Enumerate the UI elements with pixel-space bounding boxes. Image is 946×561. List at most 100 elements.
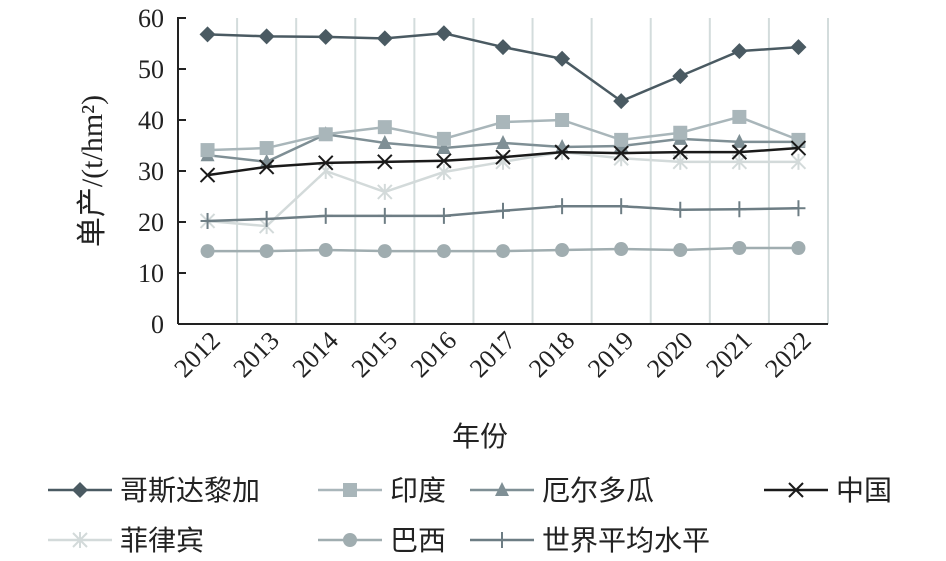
diamond-shape [199,26,216,43]
x-stroke [788,482,804,498]
plus-marker [555,198,570,215]
diamond-marker [495,39,511,56]
grid-lines [236,18,829,324]
triangle-shape [436,140,451,155]
diamond-shape [72,482,88,498]
legend-label: 中国 [836,475,892,507]
y-tick-label: 30 [138,157,164,186]
triangle-shape [496,134,510,149]
series-diamond [199,25,807,110]
y-tick-label: 10 [138,259,164,288]
square-shape [436,131,451,146]
legend-item: 印度 [318,475,446,507]
plus-marker [377,207,392,224]
diamond-marker [376,30,393,47]
circle-shape [343,533,357,547]
plus-marker [259,210,274,227]
diamond-marker [435,25,452,42]
x-marker [790,140,807,156]
circle-shape [614,242,629,257]
diamond-shape [731,43,748,60]
circle-shape [318,243,333,258]
x-marker [613,145,629,161]
x-marker [731,144,748,160]
triangle-shape [377,134,392,149]
x-stroke [613,145,629,161]
x-stroke [495,149,511,165]
legend-label: 印度 [390,475,446,507]
square-shape [200,143,215,158]
plus-marker [791,200,806,217]
circle-shape [259,244,274,259]
series-triangle [200,126,806,168]
x-marker [318,155,334,171]
diamond-shape [790,39,807,56]
legend-item: 中国 [764,475,892,507]
diamond-shape [495,39,511,56]
circle-marker [496,244,510,259]
circle-marker [318,243,333,258]
square-shape [555,113,570,127]
legend-label: 巴西 [390,526,446,557]
legend-item: 世界平均水平 [470,525,710,557]
triangle-marker [495,482,509,496]
star-marker [790,153,807,170]
diamond-marker [199,26,216,43]
plus-marker [673,201,688,218]
diamond-marker [731,43,748,60]
square-shape [377,120,392,135]
diamond-shape [672,68,689,85]
y-tick-label: 0 [151,310,164,339]
x-tick-label: 2017 [464,326,521,383]
square-shape [791,132,806,147]
x-tick-label: 2022 [759,326,816,383]
diamond-shape [613,93,630,110]
x-marker [258,159,275,175]
x-tick-label: 2014 [287,326,344,383]
diamond-marker [613,93,630,110]
diamond-shape [376,30,393,47]
legend-label: 菲律宾 [120,525,204,557]
diamond-marker [317,28,334,45]
legend-item: 厄尔多瓜 [470,475,654,507]
x-stroke [258,159,275,175]
square-marker [259,141,274,156]
x-marker [788,482,804,498]
diamond-shape [435,25,452,42]
y-tick-label: 50 [138,55,164,84]
plus-marker [496,202,510,219]
x-stroke [199,167,216,183]
x-stroke [672,144,688,160]
x-marker [495,149,511,165]
legend-label: 哥斯达黎加 [120,475,260,507]
plus-marker [436,207,451,224]
triangle-marker [436,140,451,155]
star-marker [436,164,452,181]
square-marker [496,115,510,130]
plus-marker [614,198,629,215]
square-marker [732,109,747,124]
square-marker [377,120,392,135]
diamond-shape [554,50,571,67]
star-marker [72,532,88,548]
diamond-marker [258,28,275,45]
square-marker [614,132,629,147]
circle-marker [614,242,629,257]
circle-marker [259,244,274,259]
x-tick-label: 2018 [523,326,580,383]
square-marker [555,113,570,127]
y-tick-label: 60 [138,4,164,33]
circle-marker [732,241,747,256]
circle-shape [791,241,806,256]
circle-shape [732,241,747,256]
diamond-shape [258,28,275,45]
x-stroke [318,155,334,171]
y-axis-label: 单产/(t/hm²) [76,95,109,247]
circle-shape [673,243,688,258]
x-tick-label: 2019 [582,326,639,383]
square-marker [791,132,806,147]
circle-marker [200,244,215,259]
legend-label: 厄尔多瓜 [542,475,654,507]
diamond-marker [72,482,88,498]
